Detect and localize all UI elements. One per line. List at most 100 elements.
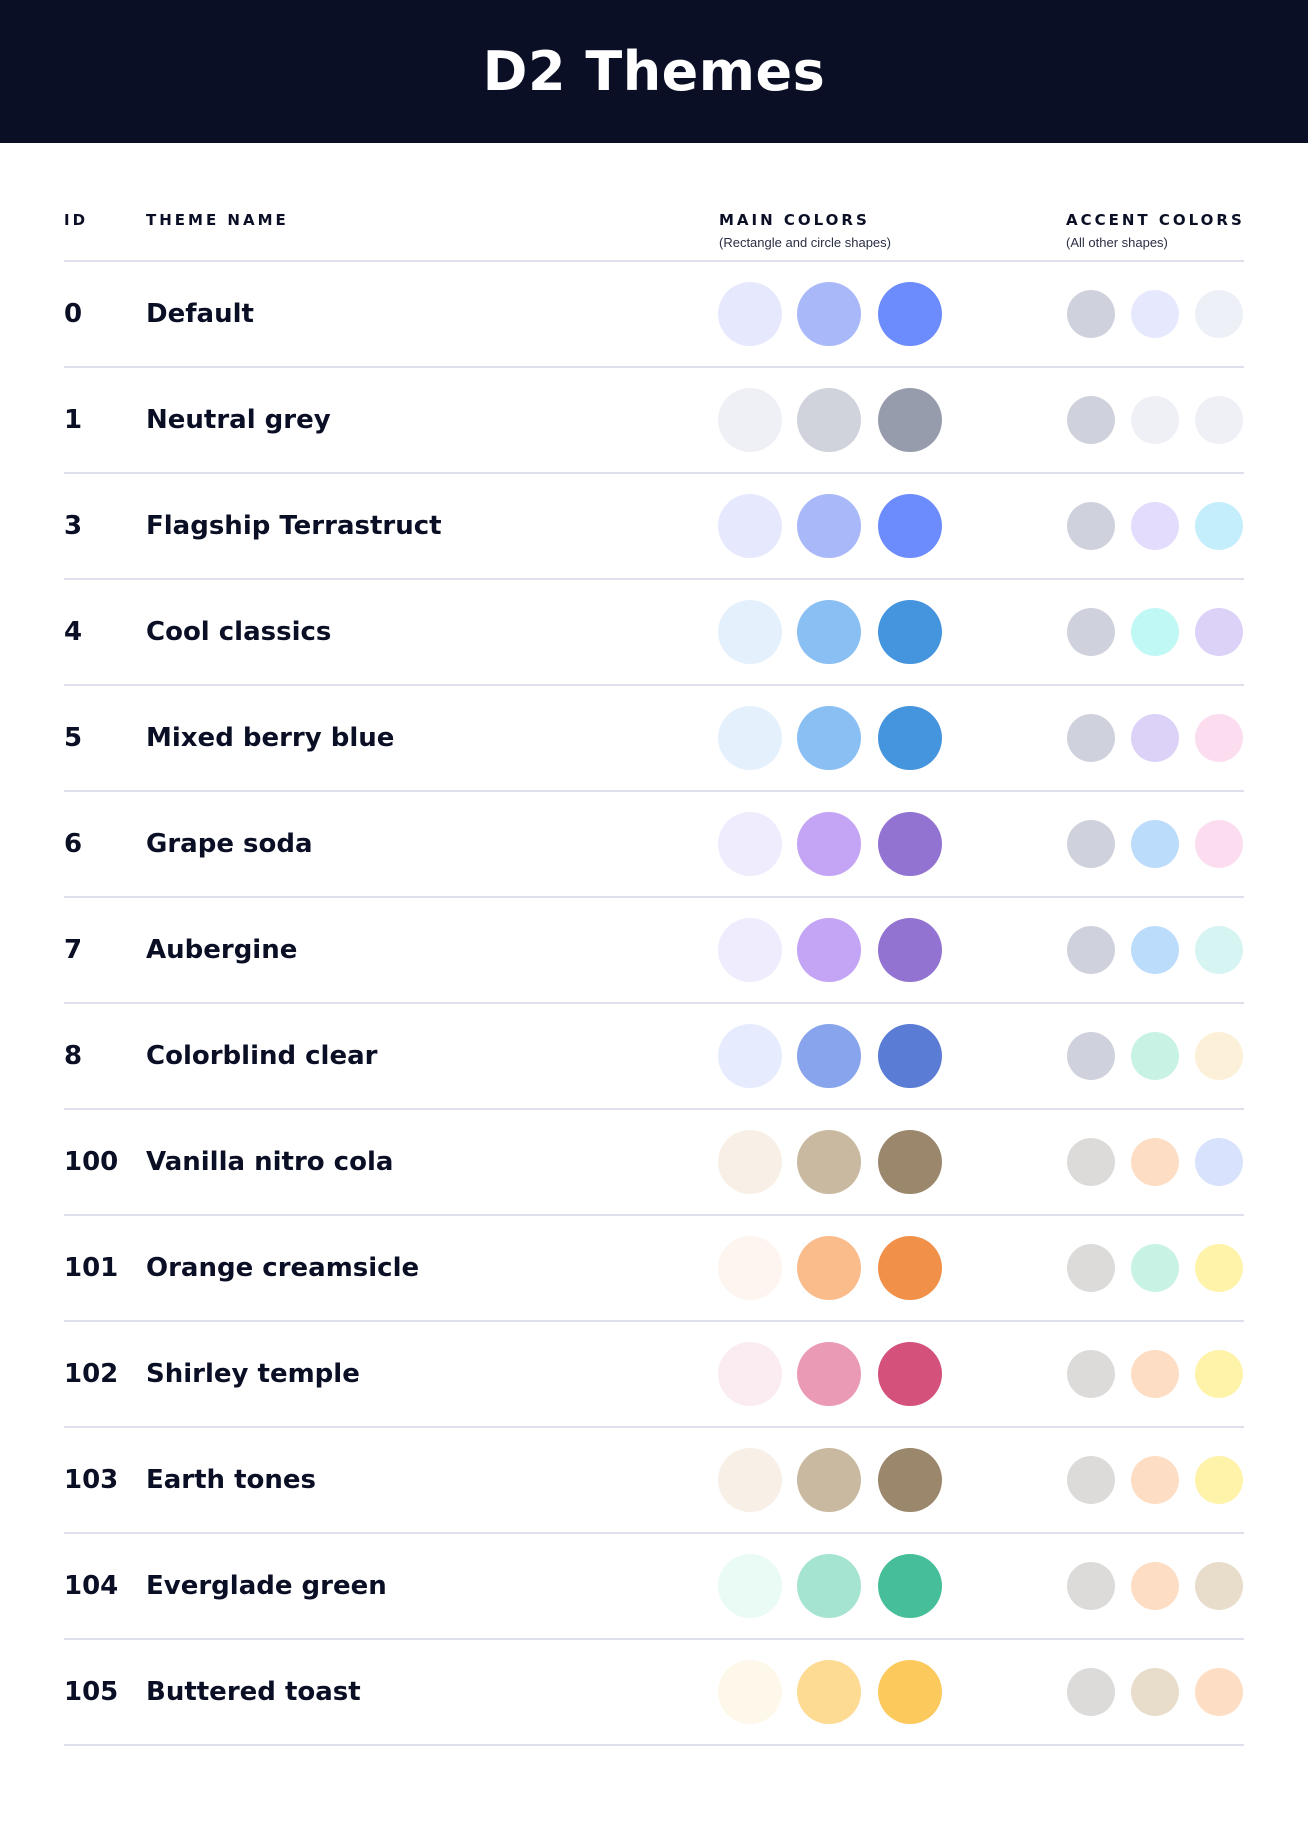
theme-name: Orange creamsicle [146, 1253, 420, 1283]
accent-color-swatch [1067, 1244, 1115, 1292]
main-color-swatch [797, 1130, 861, 1194]
theme-id: 100 [64, 1147, 119, 1177]
theme-id: 5 [64, 723, 83, 753]
main-color-swatch [878, 1024, 942, 1088]
table-row: 0 Default [0, 261, 1308, 367]
main-color-swatch [797, 494, 861, 558]
main-color-swatch [718, 1448, 782, 1512]
row-divider [64, 1214, 1244, 1216]
main-color-swatch [718, 1554, 782, 1618]
accent-color-swatch [1195, 396, 1243, 444]
main-color-swatch [718, 282, 782, 346]
main-color-swatch [878, 494, 942, 558]
theme-id: 103 [64, 1465, 119, 1495]
theme-name: Flagship Terrastruct [146, 511, 442, 541]
main-color-swatch [718, 812, 782, 876]
main-color-swatch [718, 706, 782, 770]
accent-color-swatch [1195, 820, 1243, 868]
accent-color-swatch [1067, 1668, 1115, 1716]
main-color-swatch [878, 918, 942, 982]
accent-color-swatch [1131, 502, 1179, 550]
main-color-swatch [878, 388, 942, 452]
main-color-swatch [797, 1660, 861, 1724]
main-color-swatch [878, 1236, 942, 1300]
accent-color-swatch [1131, 608, 1179, 656]
theme-id: 104 [64, 1571, 119, 1601]
row-divider [64, 366, 1244, 368]
accent-color-swatch [1131, 1032, 1179, 1080]
accent-color-swatch [1067, 396, 1115, 444]
theme-name: Buttered toast [146, 1677, 361, 1707]
page-title: D2 Themes [482, 40, 826, 103]
table-row: 102 Shirley temple [0, 1321, 1308, 1427]
theme-id: 6 [64, 829, 83, 859]
accent-color-swatch [1195, 608, 1243, 656]
table-row: 6 Grape soda [0, 791, 1308, 897]
main-color-swatch [718, 494, 782, 558]
accent-color-swatch [1195, 1032, 1243, 1080]
theme-name: Default [146, 299, 254, 329]
main-color-swatch [878, 282, 942, 346]
theme-id: 101 [64, 1253, 119, 1283]
accent-color-swatch [1067, 1562, 1115, 1610]
accent-color-swatch [1195, 926, 1243, 974]
main-color-swatch [718, 918, 782, 982]
accent-color-swatch [1067, 926, 1115, 974]
main-color-swatch [797, 1024, 861, 1088]
main-color-swatch [797, 600, 861, 664]
main-color-swatch [878, 706, 942, 770]
row-divider [64, 896, 1244, 898]
table-row: 100 Vanilla nitro cola [0, 1109, 1308, 1215]
accent-color-swatch [1067, 820, 1115, 868]
accent-color-swatch [1067, 714, 1115, 762]
column-header-id: ID [64, 211, 89, 229]
theme-id: 4 [64, 617, 83, 647]
theme-name: Shirley temple [146, 1359, 360, 1389]
accent-color-swatch [1131, 714, 1179, 762]
accent-color-swatch [1195, 1138, 1243, 1186]
theme-name: Earth tones [146, 1465, 317, 1495]
theme-id: 105 [64, 1677, 119, 1707]
accent-color-swatch [1131, 1244, 1179, 1292]
table-row: 7 Aubergine [0, 897, 1308, 1003]
table-row: 4 Cool classics [0, 579, 1308, 685]
row-divider [64, 578, 1244, 580]
header-divider [64, 260, 1244, 262]
table-row: 101 Orange creamsicle [0, 1215, 1308, 1321]
accent-color-swatch [1195, 1668, 1243, 1716]
row-divider [64, 1002, 1244, 1004]
table-row: 1 Neutral grey [0, 367, 1308, 473]
table-row: 5 Mixed berry blue [0, 685, 1308, 791]
theme-name: Aubergine [146, 935, 298, 965]
accent-color-swatch [1067, 502, 1115, 550]
accent-color-swatch [1067, 608, 1115, 656]
main-color-swatch [878, 1342, 942, 1406]
main-color-swatch [878, 1554, 942, 1618]
table-row: 105 Buttered toast [0, 1639, 1308, 1745]
accent-color-swatch [1131, 396, 1179, 444]
main-color-swatch [878, 600, 942, 664]
column-header-accent-colors: ACCENT COLORS [1066, 211, 1245, 229]
theme-name: Everglade green [146, 1571, 387, 1601]
table-row: 103 Earth tones [0, 1427, 1308, 1533]
main-color-swatch [797, 282, 861, 346]
main-color-swatch [797, 812, 861, 876]
main-color-swatch [718, 1130, 782, 1194]
main-color-swatch [797, 1448, 861, 1512]
row-divider [64, 1426, 1244, 1428]
accent-color-swatch [1195, 1244, 1243, 1292]
row-divider [64, 1744, 1244, 1746]
theme-name: Vanilla nitro cola [146, 1147, 394, 1177]
main-color-swatch [878, 1448, 942, 1512]
accent-color-swatch [1131, 1456, 1179, 1504]
accent-color-swatch [1067, 290, 1115, 338]
accent-color-swatch [1195, 502, 1243, 550]
accent-color-swatch [1067, 1138, 1115, 1186]
table-row: 104 Everglade green [0, 1533, 1308, 1639]
accent-color-swatch [1067, 1456, 1115, 1504]
accent-color-swatch [1131, 820, 1179, 868]
theme-id: 1 [64, 405, 83, 435]
main-color-swatch [878, 1130, 942, 1194]
main-color-swatch [718, 600, 782, 664]
row-divider [64, 1108, 1244, 1110]
